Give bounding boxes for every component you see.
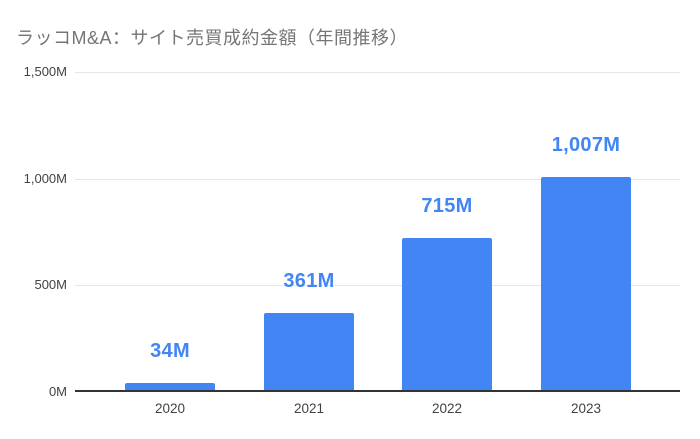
value-label-2020: 34M [150,340,190,362]
x-axis-label-2023: 2023 [570,401,602,416]
chart-title: ラッコM&A：サイト売買成約金額（年間推移） [16,28,409,48]
y-axis-tick-1500: 1,500M [23,64,67,79]
x-axis-label-2022: 2022 [431,401,463,416]
value-label-2023: 1,007M [551,134,621,156]
y-axis-tick-500: 500M [34,277,67,292]
bar-2023 [541,177,631,390]
bar-2022 [402,238,492,390]
x-axis-label-2021: 2021 [293,401,325,416]
plot-area: 34M 361M 715M 1,007M 2020 2021 2022 2023 [75,72,680,416]
gridline-1000 [75,179,680,180]
x-axis-label-2020: 2020 [154,401,186,416]
y-axis-tick-1000: 1,000M [23,171,67,186]
gridline-500 [75,285,680,286]
x-axis-baseline [75,390,680,392]
y-axis-tick-0: 0M [48,384,67,399]
gridline-1500 [75,72,680,73]
value-label-2022: 715M [421,195,473,217]
bar-2020 [125,383,215,390]
bar-2021 [264,313,354,390]
value-label-2021: 361M [283,270,335,292]
